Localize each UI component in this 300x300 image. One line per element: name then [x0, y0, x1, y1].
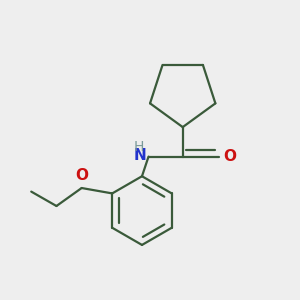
Text: N: N: [133, 148, 146, 164]
Text: O: O: [75, 168, 88, 183]
Text: O: O: [223, 149, 236, 164]
Text: H: H: [134, 140, 144, 154]
